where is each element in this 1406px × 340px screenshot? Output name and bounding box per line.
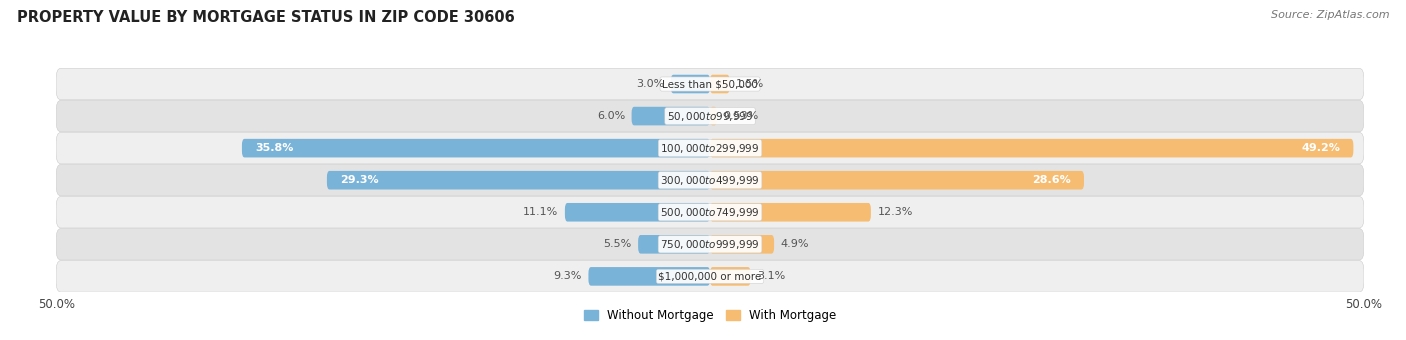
Text: 6.0%: 6.0% bbox=[596, 111, 626, 121]
Text: 11.1%: 11.1% bbox=[523, 207, 558, 217]
FancyBboxPatch shape bbox=[565, 203, 710, 222]
FancyBboxPatch shape bbox=[710, 139, 1354, 157]
FancyBboxPatch shape bbox=[710, 75, 730, 93]
Text: 29.3%: 29.3% bbox=[340, 175, 378, 185]
FancyBboxPatch shape bbox=[710, 171, 1084, 189]
Text: 49.2%: 49.2% bbox=[1302, 143, 1340, 153]
Text: PROPERTY VALUE BY MORTGAGE STATUS IN ZIP CODE 30606: PROPERTY VALUE BY MORTGAGE STATUS IN ZIP… bbox=[17, 10, 515, 25]
Text: 3.0%: 3.0% bbox=[636, 79, 664, 89]
FancyBboxPatch shape bbox=[56, 133, 1364, 164]
FancyBboxPatch shape bbox=[56, 100, 1364, 132]
FancyBboxPatch shape bbox=[589, 267, 710, 286]
Text: $100,000 to $299,999: $100,000 to $299,999 bbox=[661, 142, 759, 155]
FancyBboxPatch shape bbox=[638, 235, 710, 254]
FancyBboxPatch shape bbox=[56, 228, 1364, 260]
Text: $1,000,000 or more: $1,000,000 or more bbox=[658, 271, 762, 282]
Text: Less than $50,000: Less than $50,000 bbox=[662, 79, 758, 89]
Text: 0.53%: 0.53% bbox=[724, 111, 759, 121]
FancyBboxPatch shape bbox=[242, 139, 710, 157]
Text: 28.6%: 28.6% bbox=[1032, 175, 1071, 185]
Text: $50,000 to $99,999: $50,000 to $99,999 bbox=[666, 109, 754, 123]
FancyBboxPatch shape bbox=[328, 171, 710, 189]
FancyBboxPatch shape bbox=[671, 75, 710, 93]
FancyBboxPatch shape bbox=[56, 261, 1364, 292]
FancyBboxPatch shape bbox=[631, 107, 710, 125]
FancyBboxPatch shape bbox=[56, 165, 1364, 196]
Text: Source: ZipAtlas.com: Source: ZipAtlas.com bbox=[1271, 10, 1389, 20]
Text: 1.5%: 1.5% bbox=[737, 79, 765, 89]
FancyBboxPatch shape bbox=[56, 68, 1364, 100]
Text: $300,000 to $499,999: $300,000 to $499,999 bbox=[661, 174, 759, 187]
Text: $500,000 to $749,999: $500,000 to $749,999 bbox=[661, 206, 759, 219]
Text: 35.8%: 35.8% bbox=[254, 143, 294, 153]
FancyBboxPatch shape bbox=[710, 107, 717, 125]
Text: 3.1%: 3.1% bbox=[756, 271, 786, 282]
Text: 5.5%: 5.5% bbox=[603, 239, 631, 249]
FancyBboxPatch shape bbox=[710, 235, 775, 254]
Text: 4.9%: 4.9% bbox=[780, 239, 808, 249]
FancyBboxPatch shape bbox=[710, 267, 751, 286]
FancyBboxPatch shape bbox=[710, 203, 870, 222]
Legend: Without Mortgage, With Mortgage: Without Mortgage, With Mortgage bbox=[579, 304, 841, 327]
Text: 9.3%: 9.3% bbox=[554, 271, 582, 282]
FancyBboxPatch shape bbox=[56, 197, 1364, 228]
Text: $750,000 to $999,999: $750,000 to $999,999 bbox=[661, 238, 759, 251]
Text: 12.3%: 12.3% bbox=[877, 207, 912, 217]
